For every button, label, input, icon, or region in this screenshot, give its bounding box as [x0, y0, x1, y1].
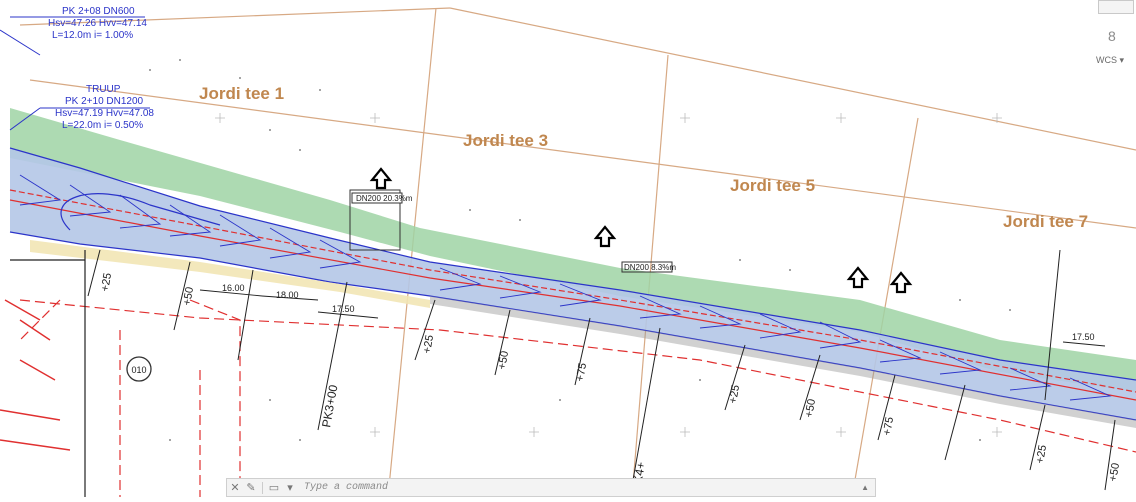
road-corridor [10, 148, 1136, 420]
dim-4: 17.50 [1072, 332, 1095, 342]
expand-up-icon[interactable]: ▲ [861, 483, 869, 492]
command-line[interactable]: ✕ ✎ ▭ ▾ Type a command ▲ [226, 478, 876, 497]
chainage-labels: +25 +50 +25 +50 +75 +25 +50 +75 +25 +50 [99, 272, 1122, 482]
pipe-annotation-leaders [0, 16, 150, 131]
culvert-label-1: DN200 20.3%m [356, 194, 413, 203]
chainage-2: +50 [181, 286, 196, 306]
lot-label-1: Jordi tee 1 [199, 84, 285, 103]
cross-section-lines [87, 249, 1116, 498]
gravel-shoulder [430, 296, 1136, 428]
truup-line1: PK 2+10 DN1200 [65, 96, 144, 107]
chainage-6: +25 [727, 384, 742, 404]
lot-label-3: Jordi tee 3 [463, 131, 549, 150]
pipe-annotation-text: PK 2+08 DN600 Hsv=47.26 Hvv=47.14 L=12.0… [48, 6, 154, 131]
road-edges [9, 147, 1136, 421]
pk208-line3: L=12.0m i= 1.00% [52, 30, 133, 41]
truup-line3: L=22.0m i= 0.50% [62, 120, 143, 131]
command-history-icon[interactable]: ▭ [268, 482, 280, 494]
chainage-1: +25 [99, 272, 114, 292]
property-corner-lines [0, 299, 71, 451]
grid-crosses [215, 113, 1002, 437]
lot-label-5: Jordi tee 5 [730, 176, 816, 195]
navigation-bar-number[interactable]: 8 [1108, 28, 1116, 44]
arrow-markers [369, 167, 913, 294]
recent-commands-chevron-icon[interactable]: ▾ [287, 482, 293, 494]
chainage-9: +25 [1034, 444, 1049, 464]
beige-strip [30, 240, 430, 308]
viewcube[interactable] [1098, 0, 1134, 14]
access-loop [60, 193, 221, 231]
chainage-8: +75 [881, 416, 896, 436]
chainage-7: +50 [803, 398, 818, 418]
structure-outlines [349, 189, 673, 273]
customize-wrench-icon[interactable]: ✎ [246, 482, 256, 494]
chainage-5: +75 [574, 362, 589, 382]
chainage-3: +25 [421, 334, 436, 354]
manhole-node-010[interactable]: 010 [126, 356, 152, 382]
pk208-line2: Hsv=47.26 Hvv=47.14 [48, 18, 147, 29]
green-verge-zone [10, 108, 1136, 392]
pk208-line1: PK 2+08 DN600 [62, 6, 135, 17]
property-lines [19, 299, 1136, 497]
command-input[interactable]: Type a command [304, 482, 389, 493]
dimension-labels: 16.00 18.00 17.50 17.50 [222, 283, 1095, 342]
node-010-label: 010 [131, 365, 146, 375]
chainage-10: +50 [1107, 462, 1122, 482]
truup-title: TRUUP [86, 84, 121, 95]
chainage-4: +50 [496, 350, 511, 370]
lot-label-7: Jordi tee 7 [1003, 212, 1089, 231]
truup-line2: Hsv=47.19 Hvv=47.08 [55, 108, 154, 119]
drainage-hatching [19, 174, 1112, 401]
dim-2: 18.00 [276, 290, 299, 300]
survey-points [149, 59, 1011, 441]
close-icon[interactable]: ✕ [230, 482, 240, 494]
separator [262, 481, 263, 494]
culvert-labels: DN200 20.3%m DN200 8.3%m [356, 194, 676, 272]
dimension-lines [199, 289, 1106, 347]
section-frame-lines [10, 250, 86, 497]
dim-1: 16.00 [222, 283, 245, 293]
culvert-label-2: DN200 8.3%m [624, 263, 676, 272]
dim-3: 17.50 [332, 304, 355, 314]
wcs-dropdown[interactable]: WCS ▾ [1096, 55, 1125, 65]
